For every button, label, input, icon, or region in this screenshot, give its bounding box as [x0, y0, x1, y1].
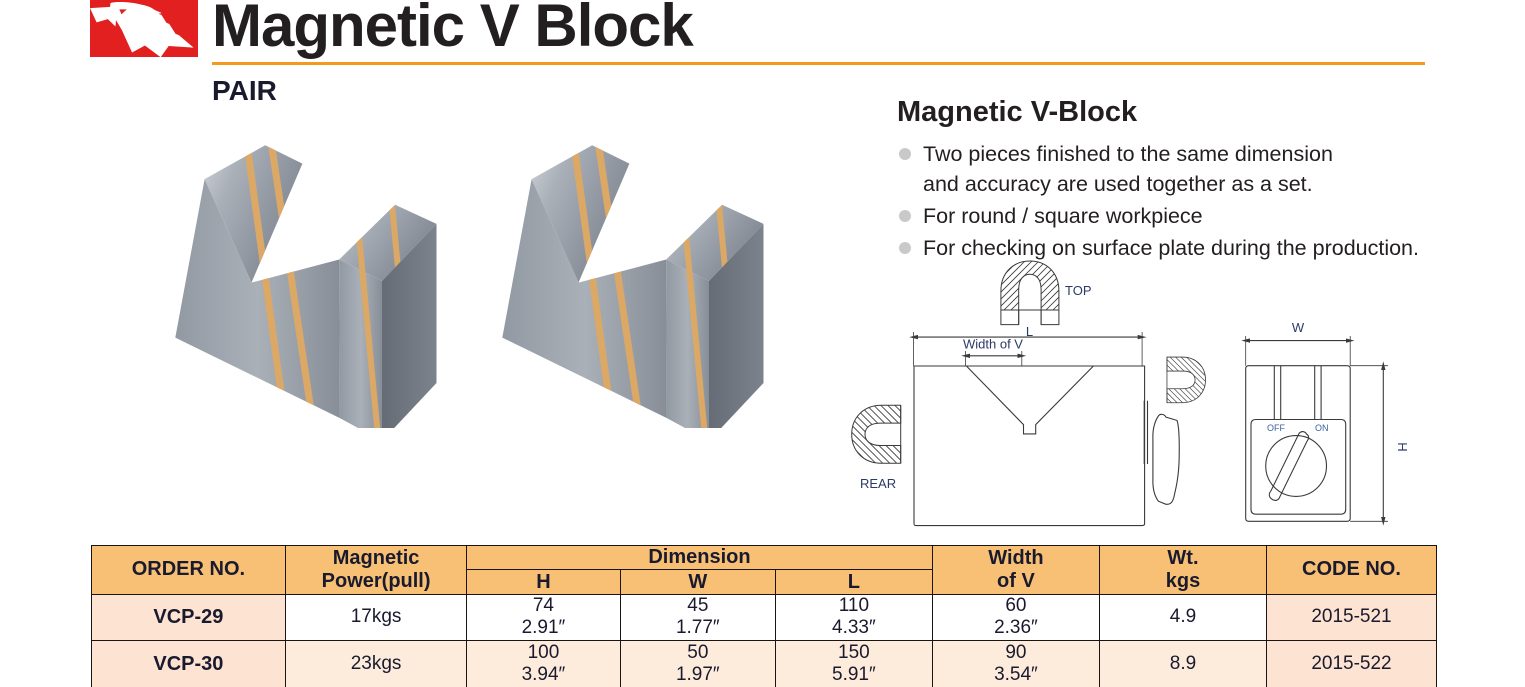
svg-text:ON: ON — [1315, 423, 1329, 433]
svg-text:OFF: OFF — [1267, 423, 1285, 433]
svg-text:W: W — [1292, 320, 1305, 335]
svg-text:Width of V: Width of V — [963, 337, 1023, 352]
svg-text:TOP: TOP — [1065, 283, 1092, 298]
svg-text:H: H — [1395, 442, 1410, 451]
svg-text:REAR: REAR — [860, 476, 896, 491]
svg-text:L: L — [1026, 324, 1033, 339]
